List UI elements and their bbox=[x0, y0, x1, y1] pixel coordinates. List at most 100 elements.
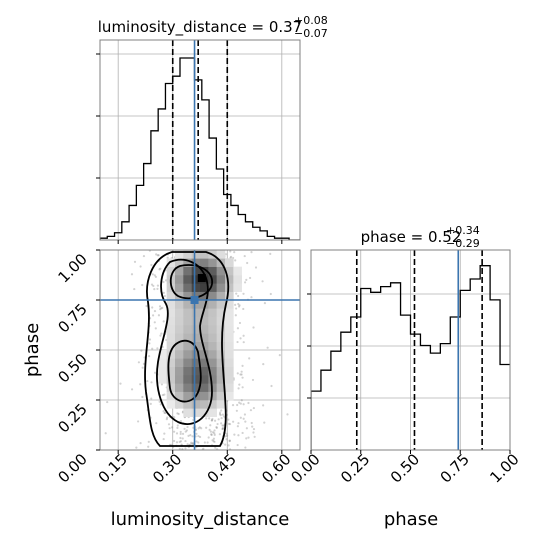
sample-point bbox=[235, 307, 238, 310]
sample-point bbox=[200, 427, 203, 430]
density-cell bbox=[225, 300, 234, 309]
density-cell bbox=[233, 266, 242, 276]
density-cell bbox=[166, 391, 176, 401]
sample-point bbox=[243, 281, 247, 284]
title-luminosity-distance: luminosity_distance = 0.37 bbox=[98, 18, 302, 37]
sample-point bbox=[245, 278, 248, 281]
density-cell bbox=[175, 366, 184, 376]
contour-0 bbox=[144, 251, 230, 447]
sample-point bbox=[152, 284, 155, 288]
sample-point bbox=[212, 437, 216, 440]
sample-point bbox=[160, 383, 164, 386]
density-cell bbox=[216, 391, 226, 401]
sample-point bbox=[197, 434, 200, 438]
sample-point bbox=[250, 251, 253, 254]
sample-point bbox=[198, 426, 201, 429]
sample-point bbox=[167, 423, 171, 426]
sample-point bbox=[159, 334, 162, 337]
density-cell bbox=[208, 341, 217, 351]
sample-point bbox=[178, 440, 181, 443]
density-cell bbox=[208, 283, 217, 292]
sample-point bbox=[242, 341, 245, 344]
sample-point bbox=[185, 429, 188, 432]
sample-point bbox=[238, 401, 241, 404]
sample-point bbox=[254, 266, 258, 269]
y-axis-label-phase: phase bbox=[22, 323, 43, 377]
sample-point bbox=[221, 413, 224, 416]
density-cell bbox=[200, 258, 209, 267]
sample-point bbox=[147, 440, 150, 443]
density-cell bbox=[166, 400, 176, 409]
density-cell bbox=[200, 308, 209, 317]
density-cell bbox=[208, 408, 217, 417]
density-cell bbox=[200, 300, 209, 309]
sample-point bbox=[139, 442, 142, 445]
density-cell bbox=[175, 266, 184, 276]
density-cell bbox=[200, 283, 209, 292]
sample-point bbox=[235, 409, 238, 412]
density-cell bbox=[208, 350, 217, 359]
sample-point bbox=[208, 428, 211, 431]
sample-point bbox=[159, 403, 162, 406]
x-axis-label-luminosity-distance: luminosity_distance bbox=[111, 509, 290, 530]
sample-point bbox=[189, 434, 192, 437]
sample-point bbox=[228, 439, 231, 443]
sample-point bbox=[191, 435, 194, 438]
sample-point bbox=[173, 430, 176, 433]
sample-point bbox=[229, 250, 232, 253]
density-cell bbox=[183, 283, 192, 292]
sample-point bbox=[224, 443, 227, 446]
density-cell bbox=[225, 341, 234, 351]
density-cell bbox=[216, 316, 226, 326]
density-cell bbox=[216, 358, 226, 367]
sample-point bbox=[147, 445, 150, 448]
sample-point bbox=[141, 395, 144, 399]
sample-point bbox=[211, 417, 214, 421]
density-cell bbox=[200, 250, 209, 259]
density-cell bbox=[216, 308, 226, 317]
sample-point bbox=[186, 425, 189, 429]
sample-point bbox=[184, 430, 187, 433]
sample-point bbox=[190, 442, 193, 445]
density-cell bbox=[191, 300, 201, 309]
grid-luminosity-marginal bbox=[100, 40, 300, 240]
sample-point bbox=[240, 399, 243, 402]
sample-point bbox=[202, 447, 205, 450]
sample-point bbox=[195, 432, 198, 435]
density-cell bbox=[175, 400, 184, 409]
density-cell bbox=[191, 291, 201, 301]
sample-point bbox=[240, 373, 243, 376]
sample-point bbox=[141, 283, 144, 287]
sample-point bbox=[227, 418, 230, 421]
quantile-lines-phase bbox=[355, 250, 483, 450]
density-cell bbox=[225, 266, 234, 276]
density-cell bbox=[175, 250, 184, 259]
sample-point bbox=[150, 397, 153, 400]
sample-point bbox=[228, 422, 232, 426]
density-cell bbox=[233, 275, 242, 284]
sample-point bbox=[250, 421, 253, 425]
density-cell bbox=[225, 391, 234, 401]
sample-point bbox=[236, 443, 239, 447]
sample-point bbox=[246, 261, 249, 265]
density-cell bbox=[175, 316, 184, 326]
sample-point bbox=[263, 302, 267, 305]
sample-point bbox=[241, 431, 244, 435]
density-cell bbox=[216, 325, 226, 334]
sample-point bbox=[241, 376, 244, 379]
density-cell bbox=[166, 291, 176, 301]
sample-point bbox=[263, 421, 266, 424]
sample-point bbox=[210, 433, 213, 437]
sample-point bbox=[220, 422, 223, 425]
sample-point bbox=[130, 273, 134, 276]
density-cell bbox=[216, 275, 226, 284]
density-cell bbox=[183, 258, 192, 267]
density-cell bbox=[183, 375, 192, 384]
density-cell bbox=[166, 375, 176, 384]
sample-point bbox=[210, 419, 213, 422]
histogram-luminosity-distance bbox=[100, 57, 300, 240]
density-cell bbox=[191, 325, 201, 334]
sample-point bbox=[150, 283, 154, 286]
sample-point bbox=[228, 439, 231, 442]
density-cell bbox=[175, 341, 184, 351]
